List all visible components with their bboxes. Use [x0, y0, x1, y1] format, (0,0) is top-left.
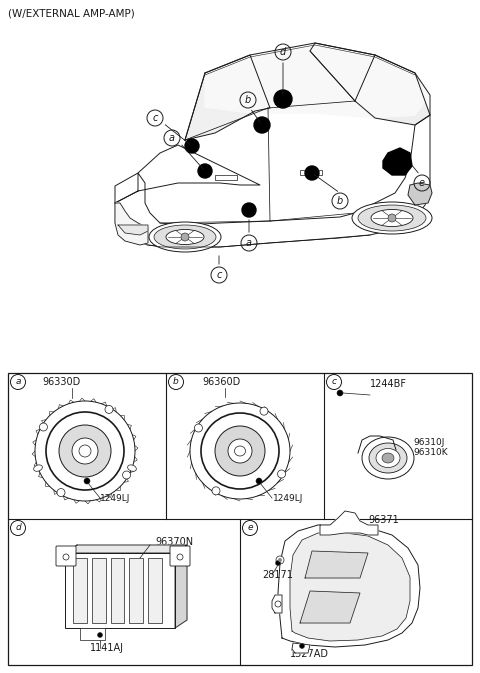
Circle shape — [212, 487, 220, 495]
Text: 1249LJ: 1249LJ — [273, 494, 303, 503]
Bar — [215, 175, 237, 180]
Text: 96310J: 96310J — [413, 438, 444, 447]
Ellipse shape — [369, 443, 407, 473]
Circle shape — [185, 139, 199, 153]
Ellipse shape — [352, 202, 432, 234]
Text: c: c — [152, 113, 158, 123]
Bar — [80, 628, 105, 640]
Polygon shape — [115, 115, 430, 247]
Circle shape — [337, 390, 343, 396]
Ellipse shape — [362, 437, 414, 479]
Bar — [65, 553, 175, 628]
Polygon shape — [272, 595, 282, 613]
Circle shape — [276, 561, 280, 565]
Polygon shape — [278, 525, 420, 647]
Polygon shape — [383, 148, 412, 175]
FancyBboxPatch shape — [56, 546, 76, 566]
Text: e: e — [419, 178, 425, 188]
Circle shape — [277, 470, 286, 478]
Bar — [300, 170, 322, 175]
Polygon shape — [118, 225, 148, 235]
Text: 96360D: 96360D — [202, 377, 240, 387]
Circle shape — [181, 233, 189, 241]
Bar — [8, 373, 472, 665]
Ellipse shape — [34, 465, 42, 471]
Text: d: d — [15, 524, 21, 532]
Ellipse shape — [215, 426, 265, 476]
Polygon shape — [115, 203, 148, 245]
Text: 96330D: 96330D — [42, 377, 80, 387]
Circle shape — [59, 425, 111, 477]
Circle shape — [300, 643, 304, 649]
Bar — [148, 558, 162, 623]
Circle shape — [39, 423, 48, 431]
Polygon shape — [310, 43, 430, 125]
Bar — [73, 558, 87, 623]
Text: 1249LJ: 1249LJ — [100, 494, 131, 503]
Circle shape — [97, 633, 103, 637]
Text: a: a — [169, 133, 175, 143]
Circle shape — [84, 478, 90, 484]
Circle shape — [57, 489, 65, 497]
Circle shape — [276, 556, 284, 564]
Ellipse shape — [166, 229, 204, 244]
Ellipse shape — [190, 403, 290, 499]
Text: c: c — [216, 270, 222, 280]
Polygon shape — [205, 43, 430, 118]
Ellipse shape — [358, 205, 426, 231]
Circle shape — [242, 203, 256, 217]
FancyBboxPatch shape — [170, 546, 190, 566]
Ellipse shape — [376, 448, 400, 468]
Text: c: c — [332, 378, 336, 386]
Circle shape — [260, 407, 268, 415]
Circle shape — [122, 471, 131, 479]
Text: d: d — [280, 47, 286, 57]
Polygon shape — [65, 545, 187, 553]
Text: 96370N: 96370N — [155, 537, 193, 547]
Circle shape — [254, 117, 270, 133]
Text: 96371: 96371 — [368, 515, 399, 525]
Bar — [92, 558, 106, 623]
Polygon shape — [175, 545, 187, 628]
Circle shape — [198, 164, 212, 178]
Polygon shape — [320, 511, 378, 535]
Polygon shape — [292, 643, 310, 653]
Circle shape — [105, 405, 113, 413]
Ellipse shape — [371, 209, 413, 227]
Ellipse shape — [382, 453, 394, 463]
Text: 28171: 28171 — [262, 570, 293, 580]
Ellipse shape — [154, 225, 216, 249]
Circle shape — [35, 401, 135, 501]
Circle shape — [278, 558, 282, 562]
Circle shape — [388, 214, 396, 222]
Circle shape — [274, 90, 292, 108]
Circle shape — [256, 478, 262, 484]
Circle shape — [194, 424, 203, 432]
Text: a: a — [15, 378, 21, 386]
Polygon shape — [408, 183, 432, 205]
Text: b: b — [245, 95, 251, 105]
Text: 1244BF: 1244BF — [370, 379, 407, 389]
Circle shape — [72, 438, 98, 464]
Bar — [130, 558, 144, 623]
Text: 1141AJ: 1141AJ — [90, 643, 124, 653]
Polygon shape — [290, 533, 410, 641]
Polygon shape — [185, 55, 270, 140]
Bar — [110, 558, 124, 623]
Text: 96310K: 96310K — [413, 448, 448, 457]
Ellipse shape — [128, 465, 136, 471]
Ellipse shape — [149, 222, 221, 252]
Text: b: b — [173, 378, 179, 386]
Text: b: b — [337, 196, 343, 206]
Text: 1327AD: 1327AD — [290, 649, 329, 659]
Circle shape — [305, 166, 319, 180]
Polygon shape — [305, 551, 368, 578]
Ellipse shape — [228, 439, 252, 463]
Text: (W/EXTERNAL AMP-AMP): (W/EXTERNAL AMP-AMP) — [8, 9, 135, 19]
Text: a: a — [246, 238, 252, 248]
Polygon shape — [300, 591, 360, 623]
Text: e: e — [247, 524, 253, 532]
